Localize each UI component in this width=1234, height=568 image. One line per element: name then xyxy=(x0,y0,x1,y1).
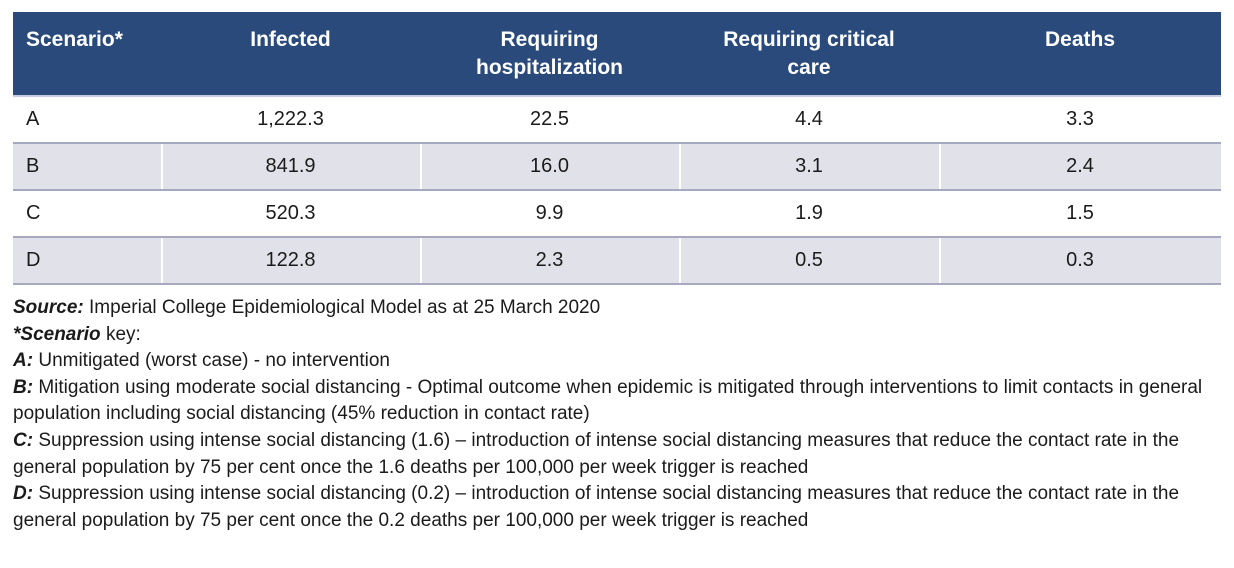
column-header-label: Requiring hospitalization xyxy=(476,28,623,79)
key-item-c: C: Suppression using intense social dist… xyxy=(13,428,1221,481)
cell-hospitalization: 16.0 xyxy=(420,143,679,191)
scenario-key-label: *Scenario xyxy=(13,323,101,345)
source-label: Source: xyxy=(13,297,84,318)
cell-infected: 841.9 xyxy=(161,143,420,191)
source-note: Source: Imperial College Epidemiological… xyxy=(13,295,1221,322)
cell-deaths: 3.3 xyxy=(939,95,1221,144)
cell-critical-care: 1.9 xyxy=(679,190,939,238)
cell-hospitalization: 22.5 xyxy=(420,95,679,144)
key-item-label: D: xyxy=(13,483,34,505)
scenario-key-heading: *Scenario key: xyxy=(13,322,1221,349)
column-header-critical-care: Requiring critical care xyxy=(679,12,939,96)
scenario-label: D xyxy=(13,237,161,285)
cell-deaths: 0.3 xyxy=(939,237,1221,285)
cell-deaths: 1.5 xyxy=(939,190,1221,238)
scenario-label: C xyxy=(13,190,161,238)
page: Scenario* Infected Requiring hospitaliza… xyxy=(13,12,1221,534)
cell-infected: 1,222.3 xyxy=(161,95,420,144)
key-item-a: A: Unmitigated (worst case) - no interve… xyxy=(13,348,1221,375)
table-body: A 1,222.3 22.5 4.4 3.3 B 841.9 16.0 3.1 … xyxy=(13,95,1221,285)
header-row: Scenario* Infected Requiring hospitaliza… xyxy=(13,12,1221,96)
source-text: Imperial College Epidemiological Model a… xyxy=(89,297,601,318)
column-header-label: Requiring critical care xyxy=(723,28,895,79)
table-header: Scenario* Infected Requiring hospitaliza… xyxy=(13,12,1221,96)
cell-infected: 122.8 xyxy=(161,237,420,285)
table-row-b: B 841.9 16.0 3.1 2.4 xyxy=(13,143,1221,191)
scenario-key-text: key: xyxy=(105,323,141,345)
column-header-label: Infected xyxy=(250,28,331,51)
key-item-text: Unmitigated (worst case) - no interventi… xyxy=(38,350,390,372)
cell-critical-care: 3.1 xyxy=(679,143,939,191)
cell-deaths: 2.4 xyxy=(939,143,1221,191)
cell-hospitalization: 2.3 xyxy=(420,237,679,285)
cell-infected: 520.3 xyxy=(161,190,420,238)
column-header-infected: Infected xyxy=(161,12,420,96)
key-item-text: Suppression using intense social distanc… xyxy=(13,429,1180,478)
column-header-deaths: Deaths xyxy=(939,12,1221,96)
key-item-label: C: xyxy=(13,429,34,451)
column-header-hospitalization: Requiring hospitalization xyxy=(420,12,679,96)
table-row-c: C 520.3 9.9 1.9 1.5 xyxy=(13,190,1221,238)
footnotes: Source: Imperial College Epidemiological… xyxy=(13,295,1221,534)
column-header-label: Deaths xyxy=(1044,28,1116,51)
table-row-d: D 122.8 2.3 0.5 0.3 xyxy=(13,237,1221,285)
key-item-text: Mitigation using moderate social distanc… xyxy=(13,376,1203,425)
key-item-label: B: xyxy=(13,376,34,398)
table-row-a: A 1,222.3 22.5 4.4 3.3 xyxy=(13,95,1221,144)
key-item-text: Suppression using intense social distanc… xyxy=(13,483,1180,531)
scenario-label: A xyxy=(13,95,161,144)
column-header-scenario: Scenario* xyxy=(13,12,161,96)
column-header-label: Scenario* xyxy=(26,28,123,51)
scenario-impact-table: Scenario* Infected Requiring hospitaliza… xyxy=(13,12,1221,285)
key-item-label: A: xyxy=(13,350,34,372)
key-item-d: D: Suppression using intense social dist… xyxy=(13,481,1221,534)
cell-critical-care: 0.5 xyxy=(679,237,939,285)
cell-critical-care: 4.4 xyxy=(679,95,939,144)
key-item-b: B: Mitigation using moderate social dist… xyxy=(13,375,1221,428)
scenario-label: B xyxy=(13,143,161,191)
cell-hospitalization: 9.9 xyxy=(420,190,679,238)
